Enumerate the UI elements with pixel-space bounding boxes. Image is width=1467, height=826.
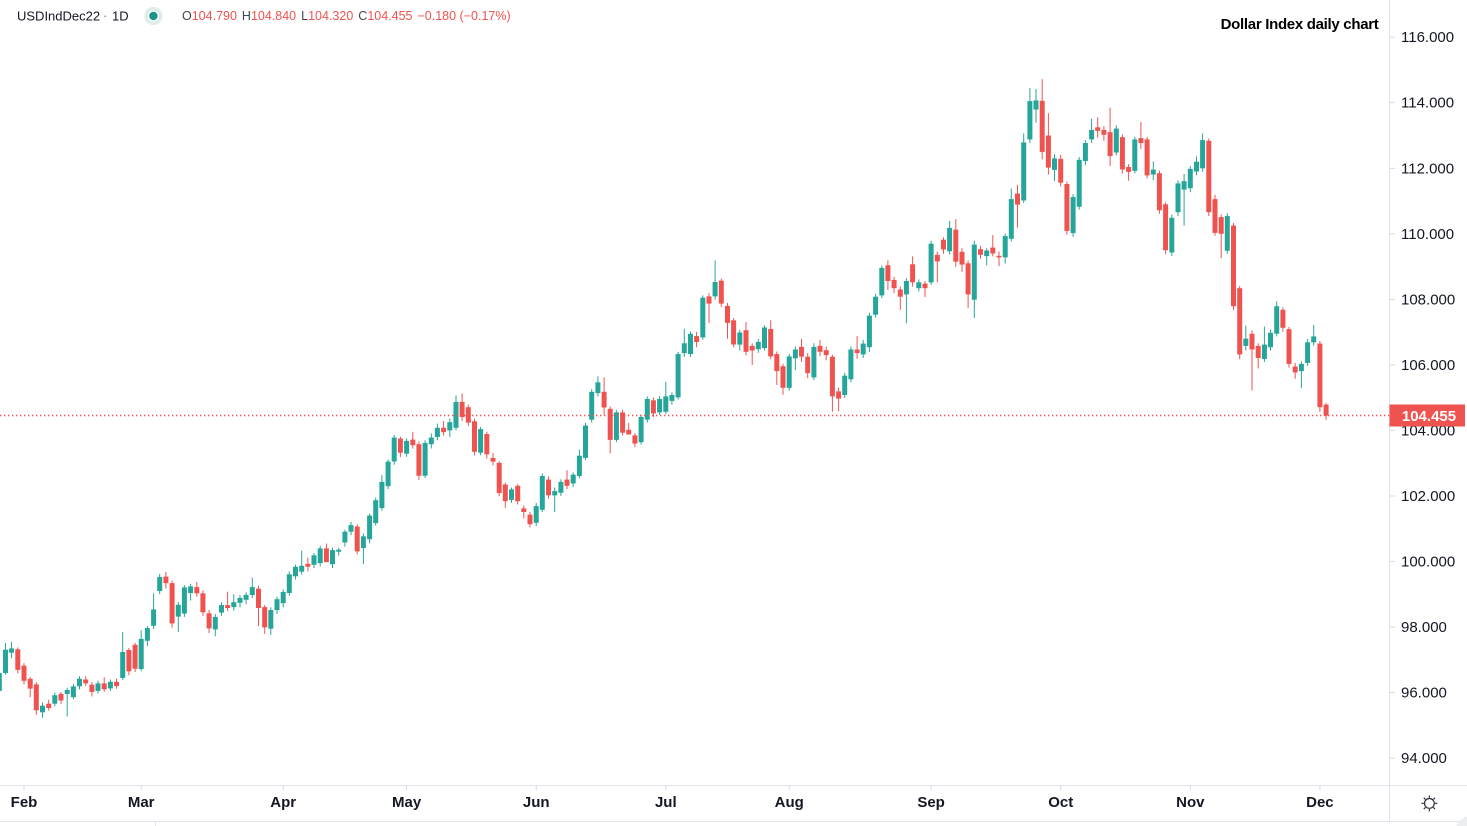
svg-text:98.000: 98.000 <box>1401 619 1447 636</box>
svg-text:Dollar Index daily chart: Dollar Index daily chart <box>1221 16 1379 33</box>
svg-text:Apr: Apr <box>270 794 296 811</box>
svg-text:104.455: 104.455 <box>1402 408 1456 425</box>
svg-text:104.000: 104.000 <box>1401 422 1455 439</box>
svg-text:94.000: 94.000 <box>1401 750 1447 767</box>
svg-text:Oct: Oct <box>1048 794 1073 811</box>
svg-text:Sep: Sep <box>917 794 945 811</box>
svg-text:1D: 1D <box>112 9 129 24</box>
svg-text:Dec: Dec <box>1306 794 1334 811</box>
svg-text:116.000: 116.000 <box>1401 29 1454 46</box>
svg-text:112.000: 112.000 <box>1401 160 1454 177</box>
svg-text:May: May <box>392 794 422 811</box>
svg-text:114.000: 114.000 <box>1401 95 1454 112</box>
svg-text:108.000: 108.000 <box>1401 291 1455 308</box>
svg-text:96.000: 96.000 <box>1401 685 1447 702</box>
svg-text:102.000: 102.000 <box>1401 488 1455 505</box>
svg-text:Mar: Mar <box>128 794 155 811</box>
svg-text:Jun: Jun <box>523 794 550 811</box>
svg-text:USDIndDec22: USDIndDec22 <box>17 9 100 24</box>
svg-text:Jul: Jul <box>655 794 677 811</box>
svg-text:106.000: 106.000 <box>1401 357 1455 374</box>
svg-text:Aug: Aug <box>775 794 804 811</box>
svg-text:Nov: Nov <box>1176 794 1205 811</box>
svg-text:Feb: Feb <box>11 794 38 811</box>
svg-text:·: · <box>103 8 107 23</box>
svg-text:100.000: 100.000 <box>1401 554 1455 571</box>
svg-text:110.000: 110.000 <box>1401 226 1454 243</box>
